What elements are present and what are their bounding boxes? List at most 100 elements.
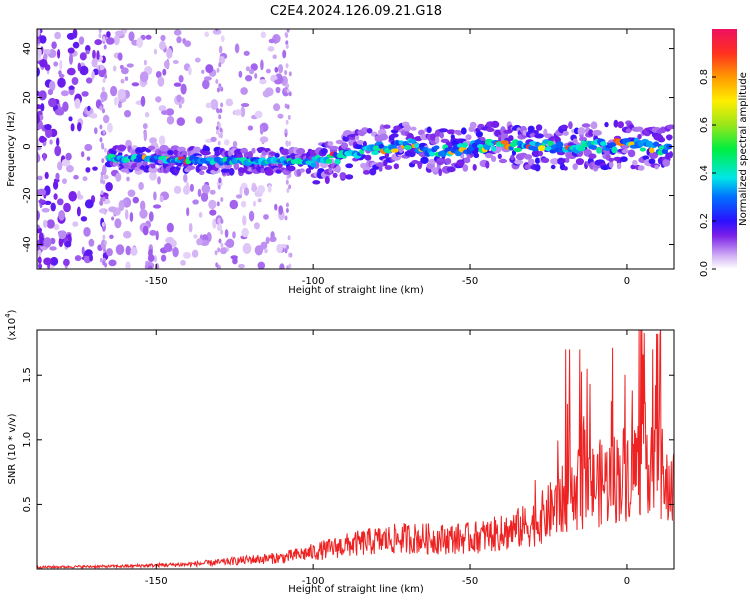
heatmap-cell [384, 165, 393, 170]
heatmap-cell [117, 102, 122, 109]
heatmap-cell [286, 202, 289, 208]
heatmap-cell [158, 105, 167, 112]
heatmap-cell [185, 181, 189, 192]
heatmap-cell [215, 29, 219, 32]
heatmap-cell [110, 85, 118, 97]
heatmap-cell [275, 86, 281, 94]
heatmap-cell [285, 44, 289, 49]
heatmap-cell [216, 180, 223, 187]
heatmap-cell [433, 145, 440, 150]
colorbar-gradient [712, 29, 737, 269]
heatmap-cell [161, 110, 169, 115]
heatmap-cell [115, 30, 124, 37]
heatmap-cell [106, 248, 113, 257]
heatmap-cell [233, 162, 240, 171]
heatmap-cell [267, 46, 275, 52]
heatmap-cell [103, 240, 107, 246]
heatmap-cell [274, 153, 280, 158]
heatmap-cell [159, 40, 166, 51]
heatmap-cell [429, 151, 436, 157]
heatmap-cell [55, 172, 60, 181]
heatmap-cell [285, 63, 289, 69]
heatmap-cell [275, 169, 282, 174]
heatmap-cell [335, 139, 344, 145]
heatmap-cell [608, 142, 617, 148]
snr-panel: -150 -100 -50 0 0.5 1.0 1.5 Height of straigh… [4, 309, 675, 595]
heatmap-cell [117, 152, 123, 157]
heatmap-cell [393, 163, 399, 170]
heatmap-cell [268, 151, 276, 156]
heatmap-cell [180, 83, 187, 95]
heatmap-cell [653, 141, 660, 147]
heatmap-cell [541, 157, 550, 163]
heatmap-cell [113, 34, 120, 46]
heatmap-cell [361, 127, 369, 133]
heatmap-cell [37, 224, 40, 230]
heatmap-cell [286, 104, 290, 110]
heatmap-cell [68, 191, 77, 202]
heatmap-cell [600, 141, 607, 147]
heatmap-cell [590, 121, 598, 130]
heatmap-cell [220, 197, 224, 202]
heatmap-cell [99, 200, 103, 206]
heatmap-cell [101, 222, 105, 227]
heatmap-cell [254, 245, 264, 256]
heatmap-cell [218, 132, 222, 138]
heatmap-cell [44, 200, 52, 205]
heatmap-cell [252, 200, 257, 207]
heatmap-cell [354, 134, 360, 141]
heatmap-cell [251, 184, 258, 192]
heatmap-cell [217, 247, 221, 253]
heatmap-cell [53, 193, 58, 200]
heatmap-cell [662, 159, 671, 167]
heatmap-cell [201, 69, 205, 74]
heatmap-cell [163, 60, 170, 69]
heatmap-cell [274, 79, 283, 85]
heatmap-cell [438, 168, 443, 177]
heatmap-cell [410, 126, 417, 131]
y-tick-label: 40 [22, 42, 33, 55]
heatmap-cell [57, 49, 61, 59]
heatmap-cell [285, 140, 289, 146]
heatmap-cell [172, 60, 179, 64]
heatmap-cell [92, 49, 96, 60]
x-tick-label: -150 [145, 576, 168, 587]
heatmap-cell [62, 101, 69, 112]
heatmap-cell [220, 102, 224, 108]
heatmap-cell [320, 148, 328, 155]
heatmap-cell [286, 29, 290, 33]
y-tick-label: -40 [22, 236, 33, 252]
heatmap-cell [440, 138, 450, 143]
heatmap-cell [513, 147, 522, 153]
heatmap-cell [155, 71, 162, 79]
heatmap-cell [42, 49, 52, 55]
heatmap-cell [53, 224, 60, 231]
heatmap-cell [220, 168, 230, 173]
heatmap-cell [215, 79, 219, 84]
heatmap-cell [89, 113, 98, 119]
heatmap-cell [608, 157, 614, 163]
heatmap-cell [189, 183, 194, 192]
heatmap-cell [77, 122, 82, 132]
heatmap-cell [369, 168, 377, 176]
heatmap-cell [642, 155, 650, 160]
heatmap-cell [88, 238, 95, 247]
heatmap-cell [282, 49, 287, 59]
heatmap-cell [588, 153, 597, 159]
heatmap-cell [103, 174, 109, 180]
heatmap-cell [115, 172, 122, 182]
heatmap-cell [196, 238, 203, 246]
heatmap-cell [666, 124, 674, 130]
heatmap-cell [129, 212, 134, 222]
heatmap-cell [456, 130, 463, 136]
x-tick-label: -100 [302, 576, 325, 587]
heatmap-cell [50, 256, 59, 266]
heatmap-cell [103, 147, 107, 153]
heatmap-cell [57, 161, 63, 171]
heatmap-cell [592, 129, 602, 136]
heatmap-cell [58, 70, 62, 76]
heatmap-cell [224, 139, 230, 146]
heatmap-cell [205, 102, 212, 109]
spectrogram-frame [36, 28, 675, 270]
heatmap-cell [154, 263, 160, 269]
